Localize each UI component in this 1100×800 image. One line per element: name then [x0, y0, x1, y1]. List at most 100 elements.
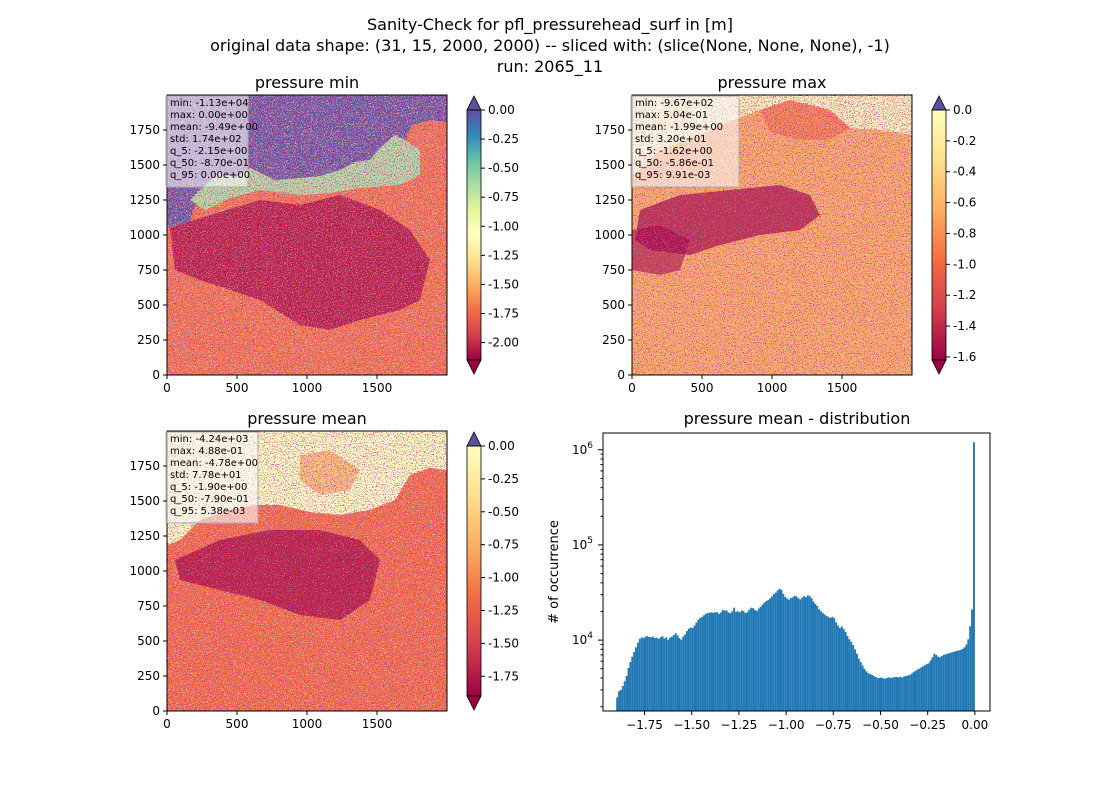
histogram-bar: [748, 609, 751, 711]
histogram-bar: [704, 613, 707, 711]
colorbar-tick-label: -1.6: [953, 350, 976, 364]
histogram-bar: [687, 628, 690, 711]
x-tick-label: −0.75: [815, 718, 852, 732]
panel-title: pressure mean - distribution: [684, 409, 911, 428]
histogram-bar: [871, 675, 873, 711]
histogram-bar: [827, 617, 830, 711]
histogram-bar: [652, 636, 654, 711]
stats-line: q_95: 9.91e-03: [635, 170, 710, 181]
x-tick-label: 1000: [292, 717, 323, 731]
histogram-bar: [689, 627, 692, 711]
histogram-bar: [672, 635, 675, 711]
histogram-bar: [850, 641, 853, 711]
histogram-bar: [625, 675, 628, 711]
histogram-bar: [735, 611, 738, 711]
stats-line: q_50: -7.90e-01: [170, 494, 249, 505]
y-tick-label: 105: [572, 536, 593, 552]
histogram-bar: [901, 677, 904, 711]
histogram-bar: [820, 611, 822, 711]
colorbar-tick-label: -1.50: [488, 636, 519, 650]
histogram-bar: [686, 630, 688, 711]
histogram-bar: [795, 596, 798, 711]
histogram-bar: [669, 637, 671, 711]
histogram-bar: [771, 596, 773, 711]
histogram-bar: [931, 657, 934, 711]
histogram-bar: [914, 670, 917, 711]
y-tick-label: 104: [572, 631, 593, 647]
x-tick-label: 0: [628, 381, 636, 395]
stats-line: max: 4.88e-01: [170, 446, 243, 457]
histogram-bar: [944, 654, 947, 711]
histogram-bar: [716, 612, 719, 711]
colorbar-tick-label: -1.0: [953, 257, 976, 271]
y-tick-label: 0: [152, 368, 160, 382]
stats-line: q_5: -2.15e+00: [170, 146, 247, 157]
histogram-bar: [723, 610, 726, 711]
stats-line: q_95: 5.38e-03: [170, 506, 245, 517]
histogram-bar: [961, 648, 964, 711]
y-tick-label: 0: [617, 368, 625, 382]
stats-box: min: -1.13e+04 max: 0.00e+00 mean: -9.49…: [165, 95, 258, 188]
stats-line: max: 5.04e-01: [635, 110, 708, 121]
stats-box: min: -4.24e+03 max: 4.88e-01 mean: -4.78…: [165, 431, 259, 524]
histogram-bar: [912, 672, 915, 711]
histogram-bar: [844, 631, 847, 711]
histogram-bar: [959, 649, 962, 711]
histogram-bar: [884, 678, 887, 711]
colorbar-tick-label: -0.50: [488, 505, 519, 519]
histogram-bar: [729, 613, 732, 711]
histogram-bar: [906, 675, 909, 711]
histogram-bar: [621, 685, 624, 711]
histogram-bar: [701, 616, 704, 711]
histogram-bar: [908, 675, 911, 711]
colorbar-tick-label: -1.00: [488, 219, 519, 233]
histogram-bar: [804, 597, 807, 711]
colorbar-frame: [466, 109, 482, 361]
histogram-bar: [905, 675, 907, 711]
x-axis: 0 500 1000 1500: [163, 375, 392, 395]
colorbar-extend-top: [466, 95, 482, 111]
histogram-bar: [691, 628, 694, 711]
histogram-bar: [721, 609, 724, 711]
colorbar-tick-label: 0.0: [953, 103, 972, 117]
histogram-bar: [774, 592, 777, 711]
y-tick-label: 1000: [129, 564, 160, 578]
y-axis-label: # of occurrence: [547, 520, 562, 624]
colorbar-tick-label: 0.00: [488, 439, 515, 453]
histogram-bar: [823, 614, 826, 711]
histogram-bar: [922, 666, 924, 711]
stats-line: mean: -1.99e+00: [635, 122, 723, 133]
x-tick-label: 0.00: [962, 718, 989, 732]
histogram-bar: [971, 609, 974, 711]
colorbar-frame: [466, 445, 482, 697]
heatmap-image: [166, 94, 448, 376]
histogram-bar: [635, 647, 637, 711]
colorbar-tick-label: -0.6: [953, 196, 976, 210]
stats-line: mean: -9.49e+00: [170, 122, 258, 133]
histogram-bar: [765, 601, 768, 711]
colorbar-extend-top: [931, 95, 947, 111]
histogram-bar: [957, 650, 960, 711]
y-tick-label: 1500: [129, 158, 160, 172]
histogram-bar: [629, 661, 632, 711]
panel-title: pressure min: [255, 73, 359, 92]
colorbar-gradient: [467, 110, 481, 360]
x-tick-label: 1500: [362, 381, 393, 395]
histogram-bar: [880, 677, 883, 711]
y-tick-label: 500: [137, 298, 160, 312]
histogram-bar: [793, 595, 796, 711]
histogram-bar: [954, 651, 957, 711]
colorbar-tick-label: -1.75: [488, 669, 519, 683]
histogram-bar: [889, 677, 892, 711]
histogram-bar: [619, 689, 622, 711]
colorbar: 0.0 -0.2 -0.4 -0.6 -0.8 -1.0 -1.2 -1.4 -1.6: [931, 95, 976, 375]
histogram-bar: [950, 652, 953, 711]
stats-line: min: -9.67e+02: [635, 98, 714, 109]
histogram-bar: [623, 681, 626, 711]
x-axis: 0 500 1000 1500: [628, 375, 857, 395]
histogram-bar: [644, 636, 647, 711]
histogram-bar: [733, 607, 736, 711]
histogram-bar: [846, 635, 849, 711]
histogram-bar: [674, 633, 677, 711]
panel-title: pressure mean: [247, 409, 367, 428]
